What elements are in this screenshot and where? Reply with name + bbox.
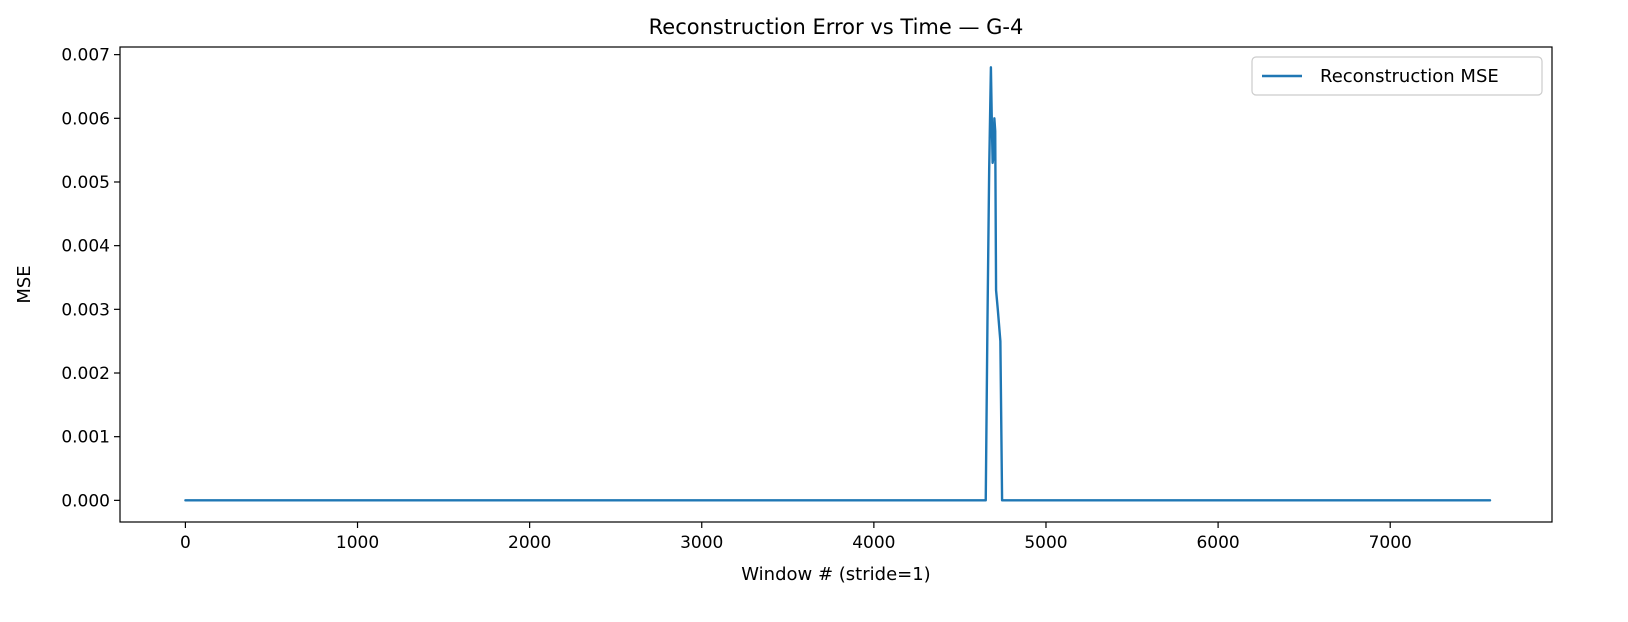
legend-label: Reconstruction MSE (1320, 66, 1499, 87)
x-tick-label: 1000 (336, 533, 379, 553)
y-tick-label: 0.005 (61, 173, 110, 193)
x-tick-label: 7000 (1369, 533, 1412, 553)
y-tick-label: 0.006 (61, 109, 110, 129)
x-axis-label: Window # (stride=1) (741, 564, 930, 585)
x-tick-label: 0 (180, 533, 191, 553)
series-line (184, 66, 1492, 502)
legend-box (1251, 56, 1543, 96)
x-tick-label: 2000 (508, 533, 551, 553)
y-axis-label: MSE (14, 265, 35, 303)
y-tick-label: 0.000 (61, 491, 110, 511)
x-axis: 0 1000 2000 3000 4000 5000 6000 7000 (180, 522, 1412, 553)
plot-area-frame (119, 46, 1553, 523)
legend: Reconstruction MSE (1251, 56, 1543, 96)
x-tick-label: 4000 (852, 533, 895, 553)
y-tick-label: 0.001 (61, 428, 110, 448)
x-tick-label: 3000 (680, 533, 723, 553)
y-tick-label: 0.003 (61, 300, 110, 320)
y-tick-label: 0.002 (61, 364, 110, 384)
x-tick-label: 6000 (1196, 533, 1239, 553)
x-tick-label: 5000 (1024, 533, 1067, 553)
y-tick-label: 0.004 (61, 237, 110, 257)
y-tick-label: 0.007 (61, 46, 110, 66)
y-axis: 0.000 0.001 0.002 0.003 0.004 0.005 0.006 0.007 (61, 46, 120, 511)
chart-title: Reconstruction Error vs Time — G-4 (649, 15, 1024, 39)
